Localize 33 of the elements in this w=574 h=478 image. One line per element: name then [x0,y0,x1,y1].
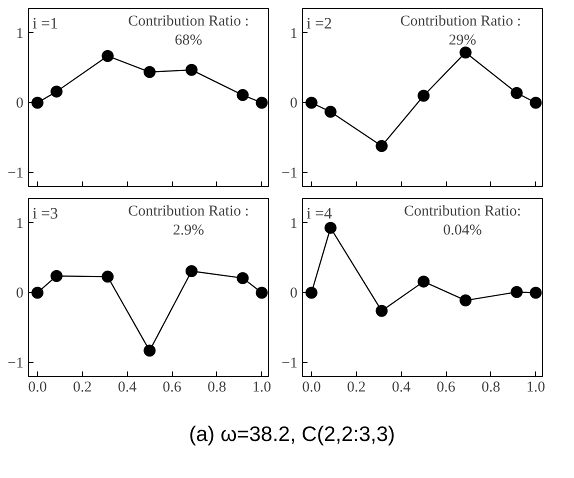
annotation: Contribution Ratio : 29% [400,13,522,48]
x-tick-label: 0.2 [346,380,366,396]
y-tick-label: 0 [16,96,24,112]
y-tick-label: 1 [16,26,24,42]
x-tick-label: 0.0 [302,380,321,396]
y-tick-label: 1 [290,216,298,232]
x-tick-label: 1.0 [526,380,546,396]
annotation: Contribution Ratio : 2.9% [128,203,249,238]
x-tick-label: 0.4 [392,380,412,396]
y-tick-label: −1 [282,166,298,182]
y-tick-label: 0 [290,96,298,112]
annotation: Contribution Ratio : 68% [128,13,249,48]
y-tick-label: −1 [282,356,298,372]
y-tick-label: 1 [290,26,298,42]
y-tick-label: 0 [16,286,24,302]
x-tick-label: 0.6 [436,380,456,396]
x-tick-label: 0.6 [162,380,182,396]
annotation: i =1 [32,16,58,32]
x-tick-label: 0.8 [482,380,500,396]
x-tick-label: 0.4 [118,380,138,396]
text: (a) ω=38.2, C(2,2:3,3) [188,422,396,448]
annotation: i =4 [306,206,332,222]
x-tick-label: 0.0 [28,380,47,396]
x-tick-label: 0.2 [72,380,92,396]
x-tick-label: 1.0 [252,380,272,396]
y-tick-label: 1 [16,216,24,232]
annotation: Contribution Ratio: 0.04% [404,203,522,238]
x-tick-label: 0.8 [208,380,226,396]
annotation: i =2 [306,16,332,32]
y-tick-label: −1 [8,356,24,372]
y-tick-label: 0 [290,286,298,302]
y-tick-label: −1 [8,166,24,182]
annotation: i =3 [32,206,58,222]
